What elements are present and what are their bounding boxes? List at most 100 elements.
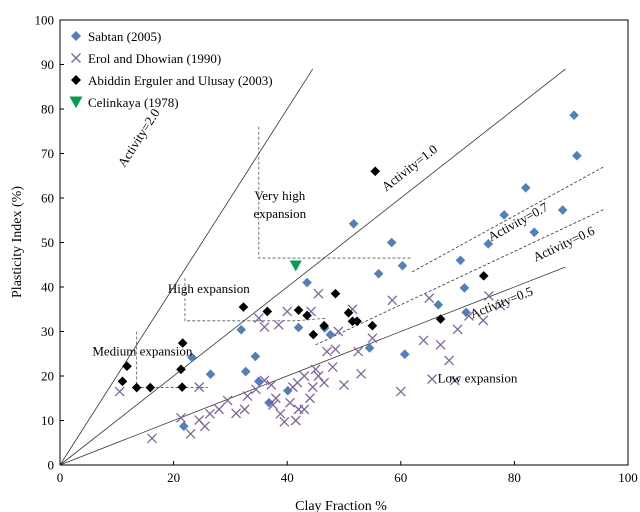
data-point [114, 386, 125, 397]
data-point [499, 210, 509, 220]
data-point [459, 283, 470, 293]
data-point [520, 182, 531, 193]
data-point-stroke [395, 386, 406, 397]
data-point-stroke [339, 379, 349, 390]
data-point [285, 397, 295, 408]
data-point-stroke [147, 433, 157, 444]
data-point-stroke [275, 408, 286, 419]
data-point-stroke [444, 355, 455, 366]
data-point [147, 433, 157, 444]
data-point [177, 382, 187, 392]
data-point [395, 386, 406, 397]
data-point [302, 277, 312, 288]
data-point [299, 404, 310, 415]
zone-boundary [258, 126, 413, 259]
data-point [204, 408, 215, 419]
data-point [444, 355, 455, 366]
y-tick-label: 90 [41, 57, 54, 72]
data-point-stroke [176, 412, 186, 423]
y-tick-label: 20 [41, 369, 54, 384]
data-point [264, 397, 274, 408]
data-point-stroke [194, 382, 205, 393]
data-point-stroke [222, 395, 233, 406]
data-point-stroke [313, 371, 324, 381]
data-point [370, 166, 381, 177]
data-point [495, 300, 506, 311]
x-tick-label: 20 [167, 470, 180, 485]
data-point-stroke [239, 404, 250, 415]
data-point [452, 324, 463, 335]
data-point-stroke [270, 393, 281, 404]
data-point [131, 382, 142, 393]
data-point [399, 349, 410, 359]
data-point [307, 382, 318, 393]
data-point [364, 343, 375, 353]
data-points [114, 110, 582, 444]
data-point [250, 351, 261, 362]
activity-label: Activity=2.0 [114, 106, 162, 170]
data-point [259, 322, 270, 333]
data-point [330, 344, 341, 355]
data-point [205, 369, 216, 380]
activity-line [59, 68, 566, 466]
data-point-stroke [478, 315, 489, 326]
data-point [185, 428, 196, 439]
data-point [293, 322, 304, 333]
data-point [199, 421, 210, 432]
x-tick-label: 40 [281, 470, 294, 485]
data-point [251, 384, 261, 395]
data-point [176, 412, 186, 423]
data-point [339, 379, 349, 390]
y-tick-label: 50 [41, 235, 54, 250]
data-point [356, 368, 366, 379]
activity-line [315, 208, 606, 346]
data-point [572, 150, 582, 161]
data-point [69, 96, 83, 109]
data-point [242, 391, 253, 401]
y-tick-label: 100 [35, 13, 55, 28]
activity-label: Activity=1.0 [379, 141, 440, 194]
data-point [282, 385, 293, 396]
data-point [240, 366, 251, 377]
data-point [343, 308, 354, 318]
x-tick-label: 0 [57, 470, 64, 485]
data-point [327, 362, 338, 373]
y-tick-label: 30 [41, 324, 54, 339]
legend-label: Sabtan (2005) [88, 29, 161, 44]
y-tick-label: 40 [41, 280, 54, 295]
data-point [268, 399, 278, 410]
data-point-stroke [418, 335, 429, 346]
data-point-stroke [199, 421, 210, 432]
data-point [304, 393, 315, 404]
data-point [231, 408, 242, 419]
data-point-stroke [322, 346, 332, 357]
data-point-stroke [483, 290, 494, 301]
data-point-stroke [292, 377, 303, 388]
data-point-stroke [214, 404, 224, 415]
zone-label: High expansion [168, 281, 250, 296]
legend-label: Abiddin Erguler and Ulusay (2003) [88, 73, 273, 88]
series-group [114, 288, 506, 444]
data-point [117, 376, 128, 387]
data-point-stroke [356, 368, 366, 379]
data-point [176, 364, 186, 375]
data-point [302, 310, 312, 321]
data-point [424, 293, 435, 304]
data-point-stroke [327, 362, 338, 373]
zone-label: Medium expansion [92, 344, 193, 359]
y-axis-label: Plasticity Index (%) [10, 186, 25, 298]
data-point-stroke [285, 397, 295, 408]
data-point [433, 300, 444, 310]
data-point-stroke [290, 415, 301, 426]
data-point [292, 377, 303, 388]
data-point-stroke [333, 326, 344, 337]
data-point-stroke [259, 375, 270, 386]
data-point [293, 305, 304, 315]
data-point [397, 260, 408, 271]
data-point [313, 371, 324, 381]
data-point [557, 205, 568, 215]
x-tick-label: 80 [508, 470, 521, 485]
data-point-stroke [253, 313, 264, 324]
series-group [179, 110, 582, 432]
